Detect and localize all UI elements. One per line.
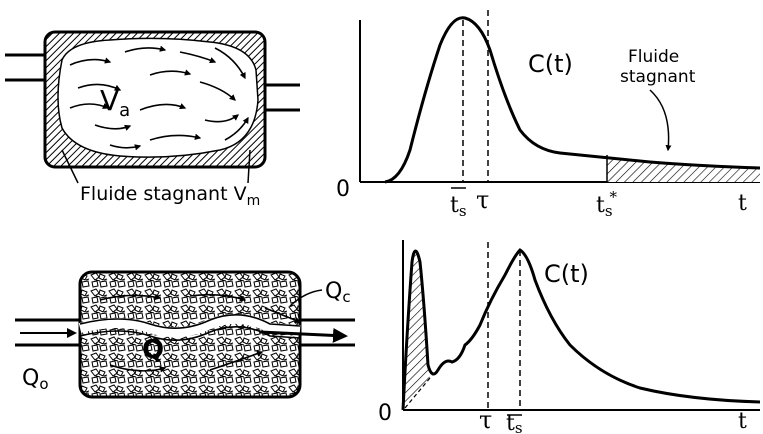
- stagnant-tail-area: [607, 157, 760, 182]
- bottom-inlet-pipe: [15, 318, 80, 347]
- bottom-axis-t: t: [738, 409, 747, 434]
- stagnant-annotation-line1: Fluide: [628, 47, 679, 67]
- top-tick-tsstar: ts*: [596, 188, 618, 220]
- inner-flow-label: Q: [142, 335, 164, 365]
- top-outlet-pipe: [265, 83, 300, 112]
- flow-arrows: [69, 45, 249, 151]
- outlet-arrow: [259, 327, 348, 343]
- stagnant-annotation-arrow: [649, 89, 672, 152]
- stagnant-pointer-right: [247, 149, 251, 184]
- top-tick-tau: τ: [476, 186, 489, 214]
- top-curve: [384, 16, 761, 184]
- bottom-origin: 0: [378, 401, 392, 426]
- bottom-vessel: Q Qo Qc: [15, 270, 355, 399]
- top-axis-t: t: [738, 191, 747, 216]
- bypass-pointer: [289, 289, 323, 307]
- top-vessel: Va Fluide stagnant Vm: [5, 30, 300, 209]
- bottom-tick-ts: ts: [506, 411, 523, 434]
- bottom-tick-tau: τ: [479, 406, 492, 434]
- bottom-graph: 0 C(t) τ ts t: [378, 240, 761, 434]
- stagnant-annotation-line2: stagnant: [620, 67, 696, 87]
- bypass-channel: [78, 313, 301, 338]
- top-origin: 0: [336, 177, 350, 202]
- early-peak-area: [403, 251, 430, 410]
- bottom-curve-label: C(t): [544, 260, 589, 288]
- bypass-flow-label: Qc: [325, 279, 351, 306]
- inlet-flow-label: Qo: [22, 366, 49, 393]
- active-volume-label: Va: [100, 84, 130, 121]
- top-inlet-pipe: [5, 53, 45, 82]
- top-tick-ts: ts: [450, 193, 467, 220]
- top-curve-label: C(t): [528, 50, 573, 78]
- bottom-outlet-pipe: [300, 318, 355, 347]
- stagnant-zone-label: Fluide stagnant Vm: [80, 183, 260, 209]
- bottom-curve: [401, 248, 761, 411]
- stagnant-pointer-left: [61, 149, 79, 184]
- top-graph: 0 C(t) Fluide stagnant ts τ ts* t: [336, 10, 761, 220]
